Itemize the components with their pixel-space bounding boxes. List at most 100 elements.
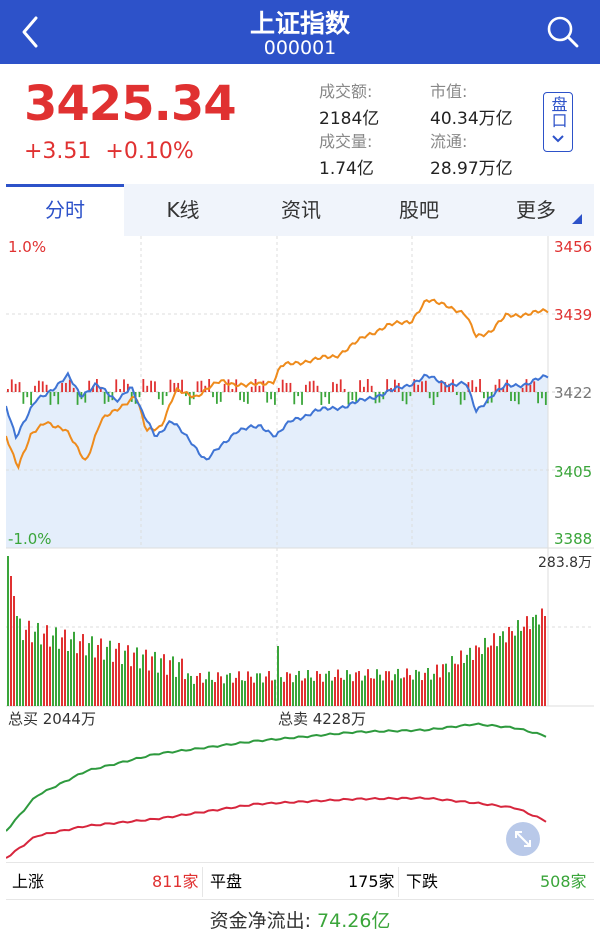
delta-bar [483, 392, 485, 399]
volume-bar [412, 679, 414, 706]
volume-bar [133, 652, 135, 706]
volume-bar [142, 654, 144, 706]
delta-bar [177, 382, 180, 392]
delta-bar [475, 386, 478, 392]
volume-bar [187, 673, 189, 706]
volume-bar [529, 629, 531, 706]
delta-bar [65, 382, 67, 392]
volume-bar [136, 647, 138, 706]
intraday-chart: 1.0% -1.0% 3456 3439 3422 3405 3388 283.… [5, 236, 594, 862]
back-arrow-icon[interactable] [16, 12, 46, 52]
delta-bar [185, 392, 187, 397]
expand-icon[interactable] [506, 822, 540, 856]
volume-bar [439, 677, 441, 706]
volume-bar [190, 675, 192, 706]
volume-bar [61, 637, 63, 706]
delta-bar [41, 381, 44, 392]
volume-bar [334, 677, 336, 706]
delta-bar [285, 382, 288, 392]
tab-news[interactable]: 资讯 [281, 198, 321, 222]
delta-bar [99, 386, 102, 392]
tab-forum[interactable]: 股吧 [399, 198, 439, 222]
delta-bar [142, 379, 145, 392]
volume-bar [493, 633, 495, 706]
delta-bar [436, 392, 439, 398]
tab-kline[interactable]: K线 [166, 198, 200, 222]
volume-bar [313, 680, 315, 706]
volume-bar [154, 651, 156, 706]
delta-bar [293, 392, 296, 405]
delta-bar [498, 379, 501, 392]
delta-bar [45, 384, 48, 392]
volume-bar [193, 683, 195, 706]
turnover-stat: 成交额: 2184亿 [319, 78, 379, 129]
search-icon[interactable] [546, 15, 580, 49]
tab-intraday[interactable]: 分时 [6, 184, 124, 236]
volume-bar [70, 639, 72, 706]
volume-bar [511, 631, 513, 706]
order-book-button[interactable]: 盘口 [543, 92, 573, 152]
volume-bar [37, 622, 39, 706]
delta-bar [494, 384, 497, 392]
volume-bar [64, 629, 66, 706]
delta-bar [10, 379, 13, 392]
float-cap-stat: 流通: 28.97万亿 [430, 128, 513, 179]
delta-bar [262, 380, 265, 392]
volume-bar [166, 674, 168, 706]
volume-bar [7, 556, 9, 706]
delta-bar [471, 380, 474, 392]
volume-bar [100, 638, 102, 706]
volume-bar [256, 673, 258, 706]
volume-bar [427, 668, 429, 706]
volume-bar [205, 679, 207, 706]
price-change: +3.51 +0.10% [24, 139, 208, 164]
volume-bar [382, 680, 384, 706]
delta-bar [448, 383, 450, 392]
volume-bar [508, 626, 510, 706]
delta-bar [258, 385, 261, 392]
stat-key: 流通: [430, 132, 468, 151]
delta-bar [223, 383, 226, 392]
volume-bar [199, 673, 201, 706]
delta-bar [165, 392, 168, 397]
delta-bar [188, 392, 191, 405]
delta-bar [355, 392, 358, 402]
volume-bar [466, 654, 468, 706]
delta-bar [332, 382, 334, 392]
delta-bar [173, 382, 176, 392]
volume-bar [409, 675, 411, 706]
volume-bar [343, 679, 345, 706]
volume-bar [286, 672, 288, 706]
volume-bar [175, 676, 177, 706]
volume-bar [328, 670, 330, 706]
stat-value: 40.34万亿 [430, 109, 513, 129]
volume-bar [379, 674, 381, 706]
delta-bar [440, 380, 443, 392]
top-bar: 上证指数 000001 [0, 0, 600, 64]
delta-bar [378, 392, 381, 403]
volume-bar [406, 668, 408, 706]
volume-bar [535, 614, 537, 706]
volume-bar [118, 642, 120, 706]
delta-bar [72, 387, 75, 392]
delta-bar [119, 388, 122, 392]
volume-bar [217, 672, 219, 706]
volume-bar [277, 646, 279, 706]
delta-bar [26, 392, 29, 398]
volume-bar [16, 616, 18, 706]
page-title: 上证指数 [249, 9, 350, 38]
volume-bar [421, 680, 423, 706]
delta-bar [22, 392, 25, 404]
delta-bar [544, 392, 547, 405]
delta-bar [506, 379, 509, 392]
volume-bar [244, 680, 246, 706]
delta-bar [53, 392, 56, 397]
volume-bar [283, 681, 285, 706]
volume-bar [139, 668, 141, 706]
delta-bar [339, 379, 342, 392]
volume-bar [280, 677, 282, 706]
volume-bar [151, 656, 153, 706]
delta-bar [301, 392, 303, 405]
tab-bar: 分时 K线 资讯 股吧 更多 [6, 184, 594, 236]
tab-more[interactable]: 更多 [478, 184, 594, 236]
